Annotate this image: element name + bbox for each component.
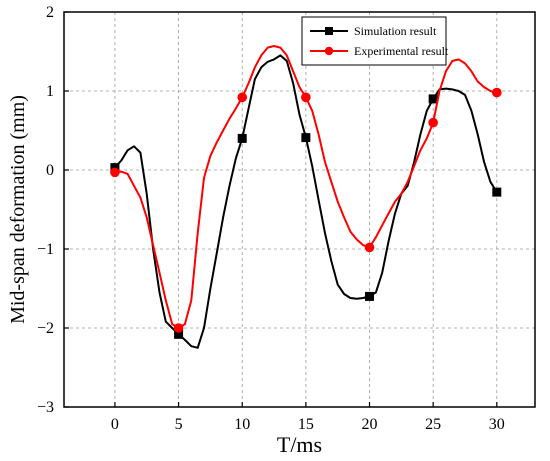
data-point [237, 92, 248, 103]
legend-box [301, 16, 447, 66]
y-tick-label: 1 [46, 83, 54, 100]
x-tick-label: 25 [425, 416, 441, 433]
legend: Simulation result Experimental result [301, 16, 449, 66]
y-tick-label: 0 [46, 162, 54, 179]
y-tick-label: −2 [37, 320, 54, 337]
data-point [301, 133, 311, 143]
data-point [365, 291, 375, 301]
x-tick-label: 5 [175, 416, 183, 433]
data-point [364, 242, 375, 253]
x-tick-label: 10 [234, 416, 250, 433]
y-axis-title: Mid-span deformation (mm) [7, 95, 29, 324]
x-tick-label: 15 [298, 416, 314, 433]
legend-marker [325, 27, 333, 35]
series-layer [110, 45, 502, 349]
axis-ticks: 0 5 10 15 20 25 30 −3 −2 −1 0 1 2 [37, 4, 505, 433]
plot-frame [63, 11, 536, 408]
grid [64, 11, 535, 408]
x-tick-label: 30 [489, 416, 505, 433]
x-axis-title: T/ms [277, 432, 322, 457]
x-tick-label: 0 [111, 416, 119, 433]
data-point [173, 323, 184, 333]
data-point [428, 94, 438, 104]
data-point [492, 87, 502, 98]
data-point [174, 329, 184, 339]
data-point [428, 117, 438, 128]
legend-marker [324, 46, 334, 56]
data-point [301, 92, 311, 103]
data-point [237, 133, 247, 143]
data-point [110, 167, 120, 178]
x-tick-label: 20 [362, 416, 378, 433]
legend-label: Experimental result [354, 44, 449, 58]
legend-label: Simulation result [354, 24, 437, 38]
data-point [492, 187, 502, 197]
y-tick-label: 2 [46, 4, 54, 21]
y-tick-label: −3 [37, 399, 54, 416]
y-tick-label: −1 [37, 241, 54, 258]
